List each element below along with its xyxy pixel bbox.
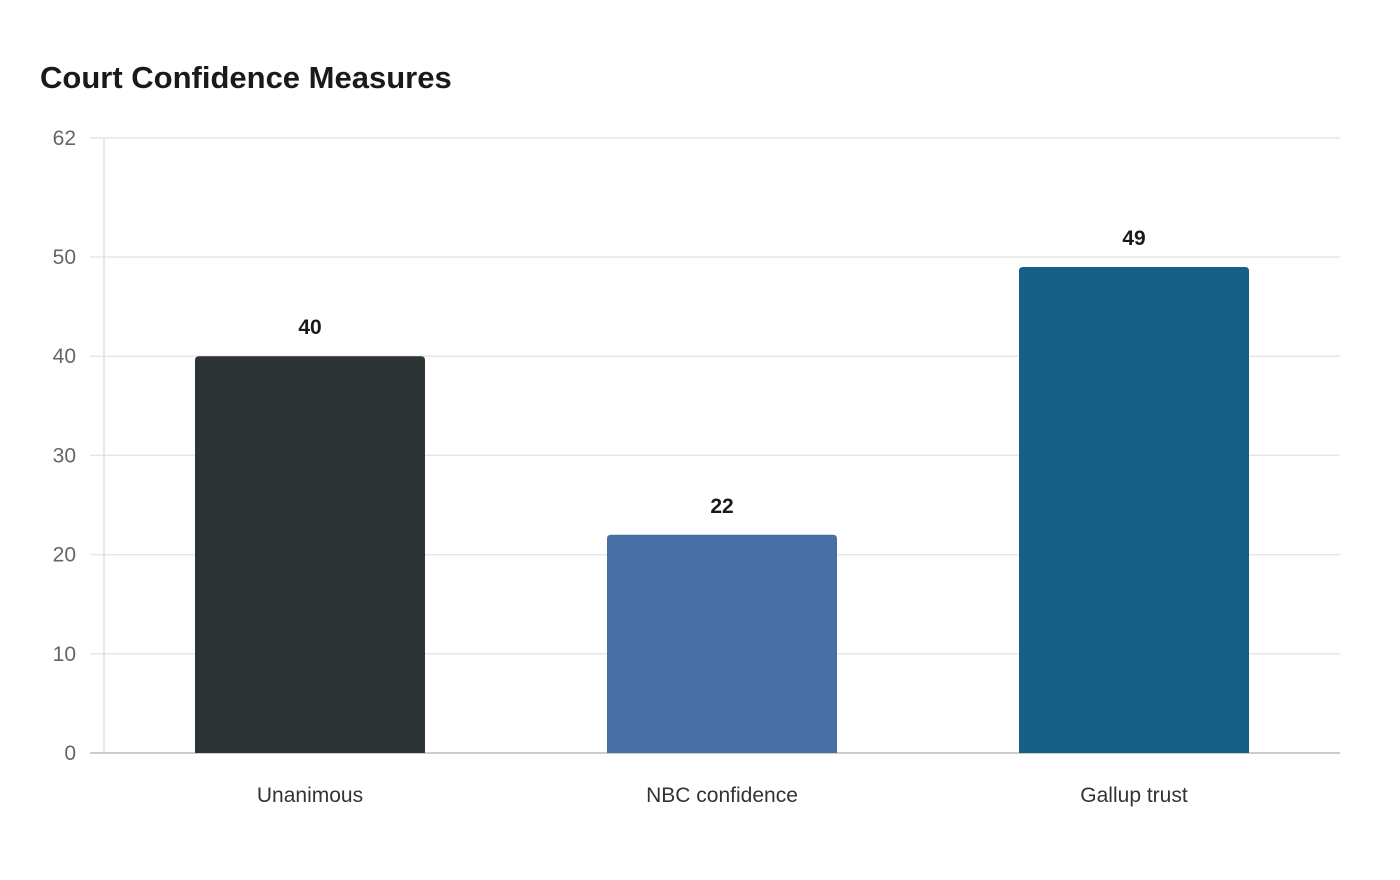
y-tick-label: 10 [53, 643, 76, 666]
chart-title: Court Confidence Measures [40, 60, 452, 95]
data-label: 40 [298, 316, 321, 339]
bar-unanimous [195, 356, 425, 753]
bars [195, 266, 1249, 753]
y-tick-label: 30 [53, 444, 76, 467]
category-labels: Unanimous NBC confidence Gallup trust [257, 784, 1188, 807]
bar-nbc-confidence [607, 534, 837, 753]
data-label: 49 [1122, 227, 1145, 250]
y-tick-label: 0 [64, 742, 76, 765]
x-category-label: Gallup trust [1080, 784, 1188, 807]
y-tick-label: 62 [53, 127, 76, 150]
data-labels: 40 22 49 [298, 227, 1145, 518]
y-tick-label: 40 [53, 345, 76, 368]
y-tick-label: 50 [53, 246, 76, 269]
x-category-label: Unanimous [257, 784, 363, 807]
x-category-label: NBC confidence [646, 784, 798, 807]
bar-gallup-trust [1019, 266, 1249, 753]
y-tick-labels: 0 10 20 30 40 50 62 [53, 127, 76, 765]
y-tick-label: 20 [53, 544, 76, 567]
data-label: 22 [710, 495, 733, 518]
